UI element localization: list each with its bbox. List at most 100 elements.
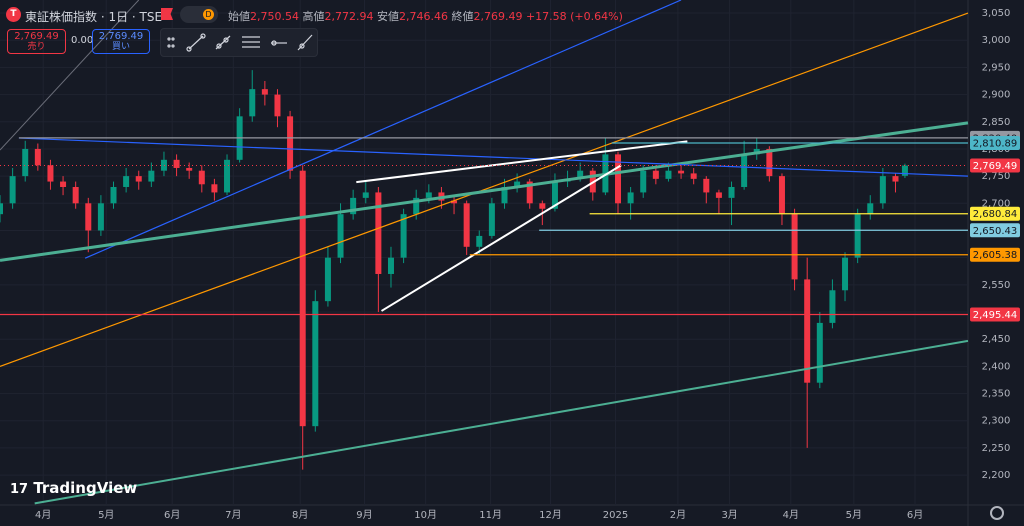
plot-area	[0, 0, 969, 505]
sell-label: 売り	[27, 42, 46, 52]
candle-body	[488, 203, 495, 236]
candle-body	[766, 148, 773, 177]
y-tick-label: 2,750	[982, 171, 1011, 182]
symbol-icon[interactable]: T	[6, 7, 21, 22]
candle-body	[350, 197, 357, 215]
y-tick-label: 2,400	[982, 361, 1011, 372]
candle-body	[640, 170, 647, 193]
market-status[interactable]: D	[203, 9, 214, 20]
candle-body	[526, 181, 533, 204]
candle-body	[476, 235, 483, 247]
candle-body	[274, 94, 281, 117]
candle-body	[47, 165, 54, 182]
candle-body	[22, 148, 29, 177]
candle-body	[173, 159, 180, 168]
candle-body	[690, 173, 697, 179]
candle-body	[539, 203, 546, 209]
candle-body	[892, 176, 899, 182]
candle-body	[854, 214, 861, 258]
trendline	[84, 0, 682, 259]
ohlc-readout: 始値2,750.54 高値2,772.94 安値2,746.46 終値2,769…	[228, 8, 623, 24]
candle-body	[97, 203, 104, 231]
candle-body	[551, 181, 558, 209]
x-tick-label: 3月	[721, 509, 737, 521]
candle-body	[413, 197, 420, 215]
y-tick-label: 2,250	[982, 443, 1011, 454]
price-tag	[970, 158, 1020, 173]
price-tag-label: 2,680.84	[973, 209, 1018, 220]
candle-body	[791, 214, 798, 280]
drawing-toolbar	[160, 28, 318, 57]
brand-logo[interactable]: 17 TradingView	[10, 479, 138, 497]
price-tag	[970, 247, 1020, 262]
price-tag	[970, 307, 1020, 322]
time-axis	[0, 505, 1024, 526]
y-tick-label: 2,350	[982, 389, 1011, 400]
x-tick-label: 6月	[164, 509, 180, 521]
price-tag	[970, 206, 1020, 221]
settings-icon[interactable]	[990, 506, 1004, 520]
candle-body	[514, 181, 521, 187]
candle-body	[728, 186, 735, 198]
candle-body	[362, 192, 369, 198]
candle-body	[400, 214, 407, 258]
low-value: 2,746.46	[398, 10, 448, 23]
candle-body	[9, 176, 16, 204]
candle-body	[703, 178, 710, 193]
sell-price: 2,769.49	[14, 31, 59, 42]
price-tag-label: 2,495.44	[973, 310, 1018, 321]
candle-body	[804, 279, 811, 383]
candle-body	[652, 170, 659, 179]
x-tick-label: 2025	[603, 510, 628, 521]
trendline-tool[interactable]	[186, 33, 206, 52]
symbol-title[interactable]: 東証株価指数 · 1日 · TSE	[25, 10, 163, 24]
candle-body	[451, 200, 458, 204]
y-tick-label: 2,950	[982, 62, 1011, 73]
sell-button[interactable]: 2,769.49 売り	[7, 29, 66, 54]
trendline	[34, 339, 969, 505]
x-tick-label: 12月	[539, 509, 562, 521]
y-tick-label: 3,050	[982, 8, 1011, 19]
candle-body	[324, 257, 331, 302]
buy-button[interactable]: 2,769.49 買い	[92, 29, 150, 54]
change-value: +17.58 (+0.64%)	[525, 10, 623, 23]
candle-body	[829, 290, 836, 323]
candle-body	[901, 165, 908, 176]
candle-body	[72, 186, 79, 204]
candle-body	[211, 184, 218, 193]
candle-body	[186, 167, 193, 171]
buy-price: 2,769.49	[98, 31, 144, 42]
price-tag-label: 2,605.38	[973, 250, 1018, 261]
high-value: 2,772.94	[324, 10, 374, 23]
candle-body	[261, 89, 268, 95]
x-tick-label: 5月	[98, 509, 114, 521]
candle-body	[665, 170, 672, 179]
y-tick-label: 2,700	[982, 198, 1011, 209]
candle-body	[148, 170, 155, 182]
trendline	[0, 121, 969, 262]
candle-body	[816, 322, 823, 383]
x-tick-label: 11月	[479, 509, 502, 521]
x-tick-label: 9月	[356, 509, 372, 521]
candle-body	[715, 192, 722, 198]
candle-body	[842, 257, 849, 291]
candle-body	[135, 176, 142, 182]
y-tick-label: 2,300	[982, 416, 1011, 427]
y-tick-label: 2,450	[982, 334, 1011, 345]
candle-body	[501, 186, 508, 204]
hline-tool[interactable]	[271, 40, 287, 46]
close-label: 終値	[451, 10, 474, 23]
high-label: 高値	[302, 10, 325, 23]
candle-body	[337, 214, 344, 258]
candle-body	[85, 203, 92, 231]
x-tick-label: 7月	[225, 509, 241, 521]
brand-name: TradingView	[33, 479, 138, 497]
extended-tool[interactable]	[297, 34, 313, 51]
y-tick-label: 2,900	[982, 90, 1011, 101]
ray-tool[interactable]	[215, 35, 231, 50]
trendline	[18, 137, 969, 177]
flag-icon[interactable]	[161, 8, 173, 20]
channel-tool[interactable]	[242, 36, 260, 48]
